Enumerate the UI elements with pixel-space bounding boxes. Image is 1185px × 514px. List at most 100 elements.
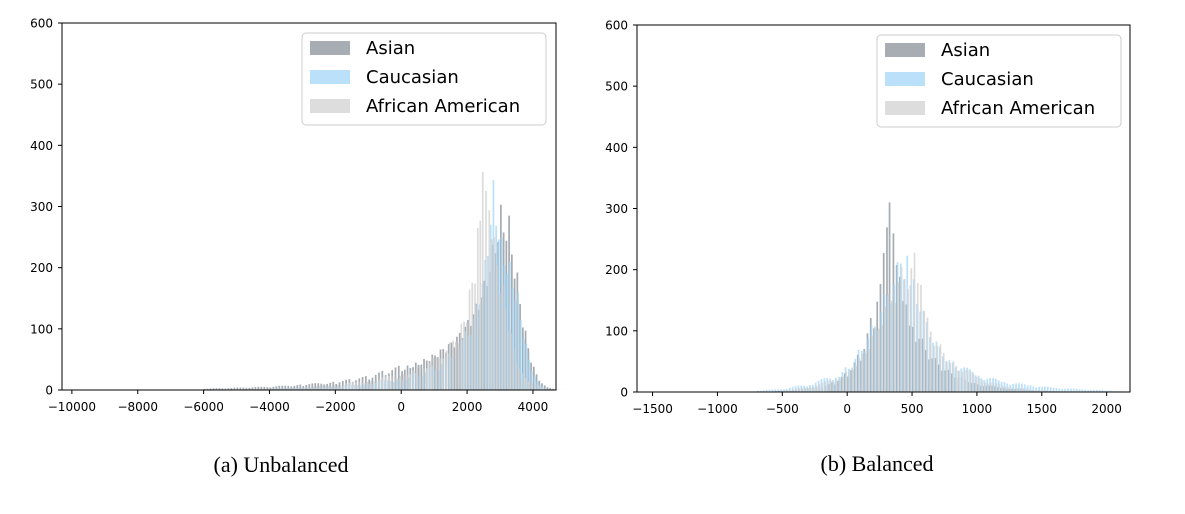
bar bbox=[295, 387, 297, 390]
legend-swatch bbox=[885, 43, 925, 57]
bar bbox=[341, 380, 344, 390]
bar bbox=[818, 384, 821, 392]
bar bbox=[978, 378, 981, 392]
x-tick-label: 1500 bbox=[1027, 402, 1058, 416]
bar bbox=[224, 388, 227, 390]
bar bbox=[760, 390, 762, 392]
bar bbox=[966, 370, 969, 392]
bar bbox=[973, 383, 976, 392]
bar bbox=[399, 375, 402, 390]
bar bbox=[524, 377, 527, 390]
bar bbox=[762, 390, 765, 392]
bar bbox=[436, 357, 439, 390]
bar bbox=[1072, 388, 1075, 392]
bar bbox=[1078, 389, 1081, 392]
bar bbox=[1090, 390, 1092, 392]
x-tick-label: 500 bbox=[901, 402, 924, 416]
bar bbox=[1001, 385, 1004, 392]
bar bbox=[212, 388, 215, 390]
bar bbox=[1006, 383, 1009, 392]
bar bbox=[409, 374, 412, 390]
bar bbox=[923, 311, 926, 392]
bar bbox=[525, 344, 528, 390]
series-african-american bbox=[783, 252, 1082, 392]
bar bbox=[913, 252, 916, 392]
bar bbox=[1095, 389, 1098, 392]
bar bbox=[445, 350, 448, 390]
bar bbox=[871, 335, 874, 392]
bar bbox=[375, 381, 378, 390]
bar bbox=[452, 340, 454, 390]
y-tick-label: 400 bbox=[605, 141, 628, 155]
bar bbox=[507, 332, 509, 390]
bar bbox=[855, 365, 857, 392]
bar bbox=[955, 365, 958, 392]
bar bbox=[1007, 387, 1010, 392]
bar bbox=[321, 385, 324, 390]
bar bbox=[910, 268, 913, 392]
bar bbox=[868, 348, 870, 392]
bar bbox=[789, 390, 792, 392]
bar bbox=[522, 339, 525, 390]
bar bbox=[1075, 388, 1078, 392]
bar bbox=[429, 362, 431, 390]
bar bbox=[546, 387, 549, 390]
bar bbox=[541, 386, 543, 390]
bar bbox=[453, 347, 456, 390]
bar bbox=[490, 239, 493, 390]
bar bbox=[372, 381, 375, 390]
panel-caption: (b) Balanced bbox=[821, 451, 934, 476]
bar bbox=[315, 386, 318, 390]
bar bbox=[830, 382, 833, 392]
bar bbox=[1087, 390, 1089, 392]
bar bbox=[768, 389, 771, 392]
bar bbox=[387, 375, 390, 390]
bar bbox=[397, 365, 400, 390]
bar bbox=[1023, 384, 1026, 392]
bar bbox=[378, 379, 381, 390]
x-tick-label: −8000 bbox=[117, 400, 158, 414]
bar bbox=[254, 387, 257, 390]
bar bbox=[454, 341, 457, 390]
bar bbox=[534, 384, 537, 390]
bar bbox=[884, 306, 887, 392]
bar bbox=[310, 387, 312, 390]
x-tick-label: −2000 bbox=[315, 400, 356, 414]
bar bbox=[366, 381, 369, 390]
bar bbox=[320, 383, 323, 390]
bar bbox=[536, 381, 539, 390]
y-tick-label: 0 bbox=[45, 384, 53, 398]
bar bbox=[1031, 389, 1034, 392]
bar bbox=[360, 382, 363, 390]
bar bbox=[257, 386, 260, 390]
bar bbox=[493, 236, 496, 390]
bar bbox=[265, 388, 267, 390]
bar bbox=[242, 387, 245, 390]
bar bbox=[1110, 390, 1113, 392]
bar bbox=[272, 386, 275, 390]
bar bbox=[251, 387, 254, 390]
bar bbox=[537, 385, 540, 390]
legend-label: African American bbox=[366, 96, 520, 117]
bar bbox=[907, 289, 909, 392]
bar bbox=[984, 382, 987, 392]
legend-box bbox=[876, 34, 1122, 128]
bar bbox=[1009, 384, 1012, 392]
bar bbox=[332, 381, 335, 390]
bar bbox=[920, 284, 922, 392]
bar bbox=[364, 376, 367, 390]
bar bbox=[894, 302, 896, 392]
bar bbox=[821, 382, 824, 392]
bar bbox=[903, 278, 906, 392]
bar bbox=[393, 377, 396, 390]
y-tick-label: 200 bbox=[30, 261, 53, 275]
x-tick-label: −1000 bbox=[697, 402, 738, 416]
bar bbox=[1107, 390, 1110, 392]
bar bbox=[852, 369, 854, 392]
bar bbox=[1012, 384, 1015, 392]
bar bbox=[858, 357, 861, 392]
bar bbox=[311, 383, 314, 390]
bar bbox=[402, 374, 405, 390]
bar bbox=[1052, 387, 1055, 392]
bar bbox=[972, 373, 975, 392]
